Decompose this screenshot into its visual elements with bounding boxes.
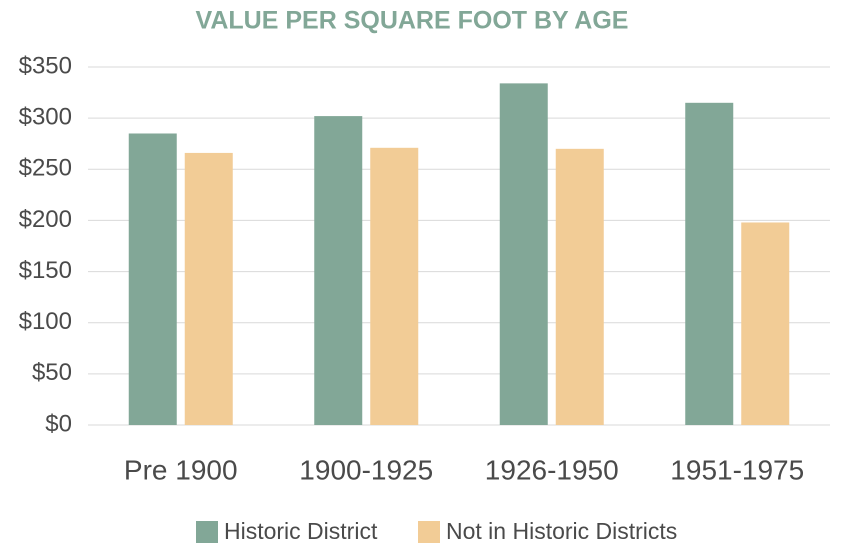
legend-swatch: [196, 521, 218, 543]
bar: [555, 148, 604, 426]
x-tick-label: 1951-1975: [670, 454, 804, 485]
legend-label: Not in Historic Districts: [446, 518, 677, 544]
x-tick-label: 1926-1950: [485, 454, 619, 485]
y-tick-label: $350: [19, 52, 72, 79]
y-tick-label: $300: [19, 103, 72, 130]
y-tick-label: $250: [19, 155, 72, 182]
x-tick-label: Pre 1900: [124, 454, 238, 485]
bar: [314, 116, 363, 426]
bar: [499, 83, 548, 425]
y-tick-label: $100: [19, 308, 72, 335]
bar: [184, 152, 233, 426]
y-tick-label: $150: [19, 257, 72, 284]
chart-title: VALUE PER SQUARE FOOT BY AGE: [196, 7, 629, 35]
legend-swatch: [418, 521, 440, 543]
bar: [370, 147, 419, 425]
legend-label: Historic District: [224, 518, 378, 544]
y-tick-label: $50: [32, 359, 72, 386]
bar: [741, 222, 790, 425]
bar: [128, 133, 177, 425]
x-tick-label: 1900-1925: [299, 454, 433, 485]
bar: [685, 102, 734, 426]
y-tick-label: $0: [45, 410, 72, 437]
y-tick-label: $200: [19, 206, 72, 233]
